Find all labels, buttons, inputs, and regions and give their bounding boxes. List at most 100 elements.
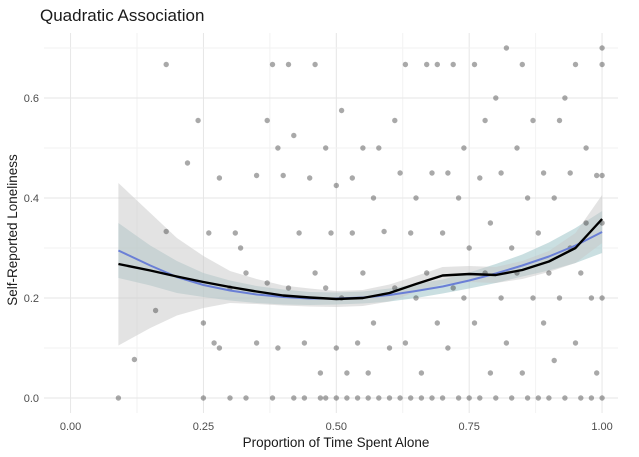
data-point [471,320,478,326]
data-point [285,285,292,291]
data-point [275,145,281,151]
data-point [424,61,430,68]
data-point [269,61,276,68]
data-point [450,285,456,291]
data-point [509,395,515,401]
data-point [524,195,531,201]
y-tick-label: 0.2 [24,293,39,305]
x-tick-label: 0.25 [193,421,214,433]
data-point [115,395,122,401]
x-tick-label: 0.00 [60,421,81,433]
data-point [243,395,249,401]
data-point [360,145,366,151]
data-point [163,61,169,68]
x-tick-label: 0.50 [326,421,347,433]
data-point [301,340,308,346]
data-point [408,395,414,401]
data-point [588,395,595,401]
y-axis-label: Self-Reported Loneliness [5,154,20,306]
data-point [487,220,494,226]
data-point [477,175,483,181]
data-point [599,45,605,51]
data-point [434,320,440,326]
data-point [333,182,339,189]
data-point [386,395,393,401]
data-point [429,170,435,176]
data-point [466,245,472,251]
data-point [450,61,456,68]
data-point [317,395,324,401]
data-point [524,395,531,401]
data-point [317,370,324,376]
data-point [471,61,478,68]
data-point [216,175,223,181]
data-point [503,45,510,51]
data-point [418,395,425,401]
data-point [599,172,605,179]
data-point [275,345,281,351]
data-point [434,61,440,68]
data-point [312,61,318,68]
data-point [152,307,159,314]
data-point [285,61,292,68]
data-points [115,45,605,401]
data-point [296,230,302,236]
data-point [439,230,446,236]
data-point [323,395,329,401]
data-point [556,117,563,124]
data-point [354,340,361,346]
data-point [264,280,270,286]
y-tick-label: 0.4 [24,193,39,205]
y-tick-label: 0.0 [24,393,39,405]
data-point [445,170,451,176]
data-point [455,195,462,201]
data-point [551,195,557,201]
data-point [253,340,260,346]
data-point [264,117,270,124]
data-point [594,172,600,179]
data-point [386,345,393,351]
data-point [392,285,398,291]
data-point [269,395,276,401]
data-point [338,107,345,114]
data-point [551,357,557,364]
data-point [397,170,403,176]
data-point [323,145,329,151]
data-point [535,395,541,401]
data-point [328,230,334,236]
data-point [392,117,398,124]
data-point [572,340,579,346]
data-point [413,295,419,301]
data-point [540,170,547,176]
data-point [354,395,361,401]
data-point [477,395,483,401]
x-tick-label: 0.75 [458,421,479,433]
data-point [445,345,451,351]
data-point [578,270,584,276]
data-point [562,95,568,101]
data-point [200,320,207,326]
data-point [578,395,584,401]
data-point [402,61,409,68]
fit-lines [117,218,603,301]
data-point [482,117,488,124]
data-point [349,230,355,236]
data-point [376,395,382,401]
data-point [280,172,286,179]
data-point [439,395,446,401]
data-point [583,220,589,226]
data-point [370,195,377,201]
data-point [519,370,525,376]
data-point [530,117,536,124]
data-point [540,320,547,326]
data-point [530,295,536,301]
data-point [498,170,504,176]
data-point [503,340,510,346]
data-point [519,61,525,68]
fit-line-1 [118,218,603,301]
data-point [588,295,595,301]
data-point [594,370,600,376]
data-point [163,228,169,235]
data-point [493,95,499,101]
data-point [493,395,499,401]
